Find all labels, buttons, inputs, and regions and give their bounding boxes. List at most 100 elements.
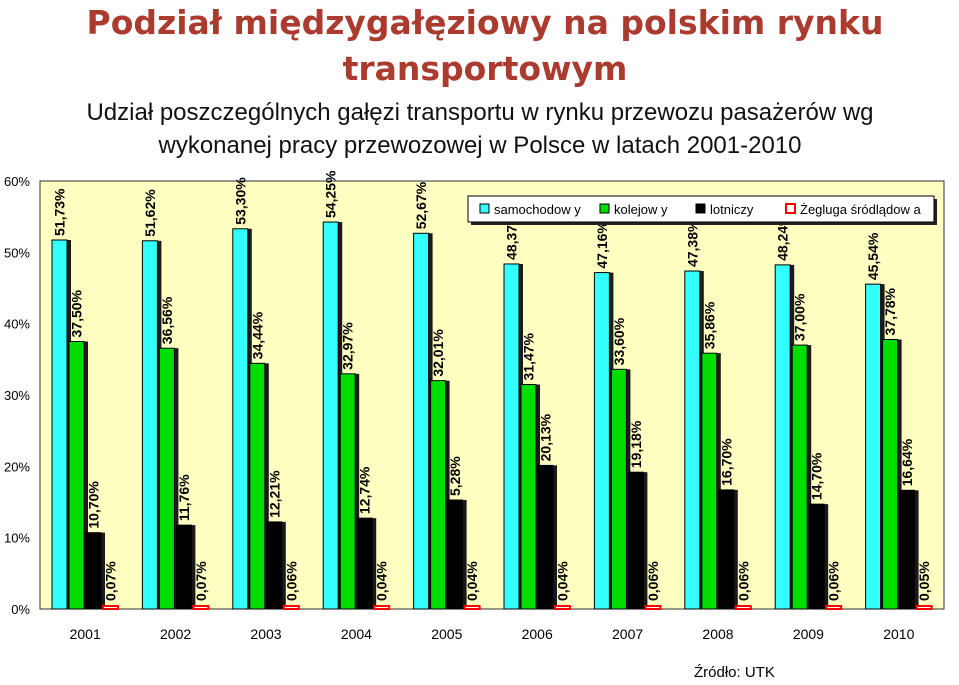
- source-note: Źródło: UTK: [694, 664, 775, 681]
- data-label: 33,60%: [611, 317, 627, 365]
- data-label: 47,16%: [594, 221, 610, 269]
- bar: [51, 239, 68, 610]
- bar: [356, 517, 373, 610]
- bar: [644, 605, 662, 610]
- data-label: 16,64%: [899, 438, 915, 486]
- y-tick-label: 60%: [4, 174, 30, 189]
- x-tick-label: 2001: [70, 626, 101, 642]
- data-label: 31,47%: [521, 332, 537, 380]
- bar: [882, 339, 899, 610]
- data-label: 19,18%: [628, 420, 644, 468]
- bar: [791, 344, 808, 610]
- bar: [192, 605, 210, 610]
- data-label: 35,86%: [701, 301, 717, 349]
- bar: [537, 464, 554, 610]
- data-label: 37,78%: [882, 287, 898, 335]
- bar: [684, 270, 701, 610]
- data-label: 34,44%: [249, 311, 265, 359]
- data-label: 53,30%: [232, 177, 248, 225]
- data-label: 47,38%: [684, 219, 700, 267]
- bar: [520, 384, 537, 610]
- data-label: 0,04%: [555, 561, 571, 601]
- legend-swatch: [479, 203, 490, 214]
- bar: [865, 283, 882, 610]
- legend-label: lotniczy: [710, 202, 754, 217]
- bar: [68, 341, 85, 610]
- y-tick-label: 50%: [4, 245, 30, 260]
- x-tick-label: 2002: [160, 626, 191, 642]
- data-label: 0,04%: [464, 561, 480, 601]
- data-label: 16,70%: [718, 438, 734, 486]
- bar: [447, 499, 464, 610]
- data-label: 51,62%: [142, 189, 158, 237]
- data-label: 0,05%: [916, 561, 932, 601]
- legend-swatch: [599, 203, 610, 214]
- bar: [503, 263, 520, 610]
- bar: [554, 605, 571, 610]
- bar: [102, 605, 119, 610]
- bar: [463, 605, 481, 610]
- data-label: 32,97%: [340, 322, 356, 370]
- data-label: 12,74%: [357, 466, 373, 514]
- data-label: 0,04%: [374, 561, 390, 601]
- x-tick-label: 2006: [522, 626, 553, 642]
- bar: [430, 380, 447, 610]
- bar: [158, 347, 175, 610]
- legend-label: Żegluga śródlądow a: [800, 202, 921, 217]
- data-label: 20,13%: [538, 413, 554, 461]
- bar: [413, 232, 430, 610]
- chart-subtitle: Udział poszczególnych gałęzi transportu …: [86, 99, 874, 159]
- y-tick-label: 10%: [4, 531, 30, 546]
- x-tick-label: 2004: [341, 626, 372, 642]
- bar: [232, 228, 249, 610]
- data-label: 0,06%: [826, 561, 842, 601]
- chart-title: Podział międzygałęziowy na polskim rynku…: [86, 3, 884, 88]
- y-tick-label: 20%: [4, 459, 30, 474]
- bar: [282, 605, 300, 610]
- bar: [718, 489, 735, 610]
- x-tick-label: 2008: [702, 626, 733, 642]
- data-label: 51,73%: [52, 188, 68, 236]
- legend-swatch: [785, 203, 796, 214]
- bar: [266, 521, 283, 610]
- data-label: 0,07%: [103, 561, 119, 601]
- data-label: 0,07%: [193, 561, 209, 601]
- data-label: 0,06%: [735, 561, 751, 601]
- y-tick-label: 40%: [4, 317, 30, 332]
- x-tick-label: 2010: [883, 626, 914, 642]
- data-label: 32,01%: [430, 329, 446, 377]
- legend-label: samochodow y: [494, 202, 581, 217]
- data-label: 54,25%: [323, 170, 339, 218]
- bar: [175, 524, 192, 610]
- data-label: 11,76%: [176, 474, 192, 521]
- bar: [593, 272, 610, 610]
- data-label: 37,00%: [792, 293, 808, 341]
- data-label: 37,50%: [69, 289, 85, 337]
- data-label: 52,67%: [413, 181, 429, 229]
- bar: [701, 352, 718, 610]
- y-tick-label: 0%: [11, 602, 30, 617]
- bar: [339, 373, 356, 610]
- bar: [808, 503, 825, 610]
- bar: [249, 362, 266, 610]
- x-tick-label: 2003: [250, 626, 281, 642]
- bar: [627, 471, 644, 610]
- bar: [899, 489, 916, 610]
- bar: [141, 240, 158, 610]
- bar: [774, 264, 791, 610]
- bar: [610, 368, 627, 610]
- data-label: 5,28%: [447, 456, 463, 496]
- y-tick-label: 30%: [4, 388, 30, 403]
- x-tick-label: 2009: [793, 626, 824, 642]
- legend-swatch: [695, 203, 706, 214]
- x-tick-label: 2005: [431, 626, 462, 642]
- legend-label: kolejow y: [614, 202, 668, 217]
- data-label: 36,56%: [159, 296, 175, 344]
- bar: [825, 605, 843, 610]
- data-label: 10,70%: [86, 481, 102, 529]
- data-label: 12,21%: [266, 470, 282, 518]
- bar: [915, 605, 933, 610]
- data-label: 0,06%: [645, 561, 661, 601]
- data-label: 45,54%: [865, 232, 881, 280]
